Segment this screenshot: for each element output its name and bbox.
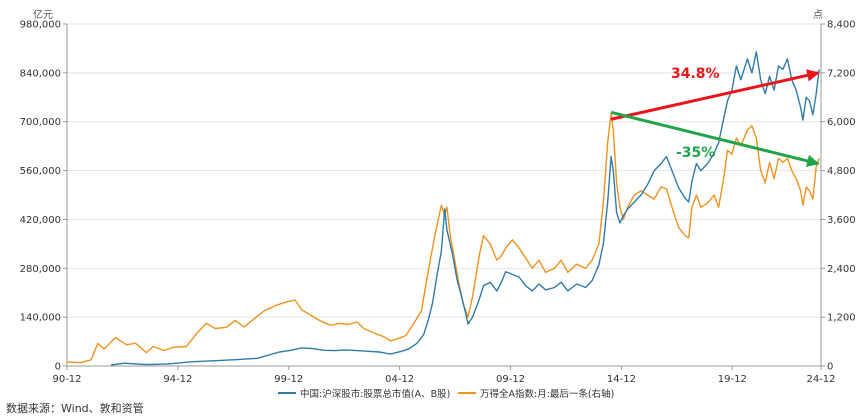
axes [66, 24, 822, 367]
legend-label-wind-a: 万得全A指数:月:最后一条(右轴) [480, 388, 614, 400]
left-tick-label: 840,000 [20, 68, 61, 79]
x-tick-label: 04-12 [385, 374, 414, 385]
left-tick-label: 560,000 [20, 166, 61, 177]
left-axis-unit: 亿元 [33, 8, 53, 21]
left-tick-label: 0 [55, 362, 61, 373]
source-note: 数据来源：Wind、敦和资管 [6, 401, 144, 415]
x-tick-label: 24-12 [806, 374, 835, 385]
series-line-wind-a [66, 112, 820, 364]
left-tick-label: 700,000 [20, 117, 61, 128]
left-tick-label: 980,000 [20, 20, 61, 31]
right-tick-label: 3,600 [827, 215, 856, 226]
series-lines [66, 51, 820, 366]
x-tick-label: 14-12 [607, 374, 636, 385]
x-tick-label: 09-12 [496, 374, 525, 385]
right-tick-label: 8,400 [827, 20, 856, 31]
legend-label-market-cap: 中国:沪深股市:股票总市值(A、B股) [300, 388, 450, 400]
legend: 中国:沪深股市:股票总市值(A、B股) 万得全A指数:月:最后一条(右轴) [278, 388, 614, 400]
series-line-market-cap [110, 51, 820, 366]
green-trend-arrow [610, 110, 820, 168]
left-tick-label: 420,000 [20, 215, 61, 226]
trend-annotations: 34.8% -35% [610, 66, 820, 168]
green-trend-arrow-label: -35% [676, 145, 715, 161]
right-tick-label: 2,400 [827, 264, 856, 275]
right-tick-label: 0 [827, 362, 833, 373]
right-tick-label: 1,200 [827, 313, 856, 324]
x-tick-label: 99-12 [274, 374, 303, 385]
x-tick-label: 94-12 [163, 374, 192, 385]
left-tick-labels: 0 140,000 280,000 420,000 560,000 700,000 840,… [20, 20, 67, 373]
right-tick-label: 6,000 [827, 117, 856, 128]
right-tick-label: 4,800 [827, 166, 856, 177]
right-tick-labels: 0 1,200 2,400 3,600 4,800 6,000 7,200 8,400 [821, 20, 856, 373]
red-trend-arrow [610, 69, 820, 121]
x-tick-labels: 90-12 94-12 99-12 04-12 09-12 14-12 19-12 24-12 [52, 366, 836, 385]
x-tick-label: 90-12 [52, 374, 81, 385]
left-tick-label: 140,000 [20, 313, 61, 324]
right-axis-unit: 点 [813, 9, 823, 21]
right-tick-label: 7,200 [827, 68, 856, 79]
x-tick-label: 19-12 [718, 374, 747, 385]
left-tick-label: 280,000 [20, 264, 61, 275]
red-trend-arrow-label: 34.8% [671, 66, 720, 82]
